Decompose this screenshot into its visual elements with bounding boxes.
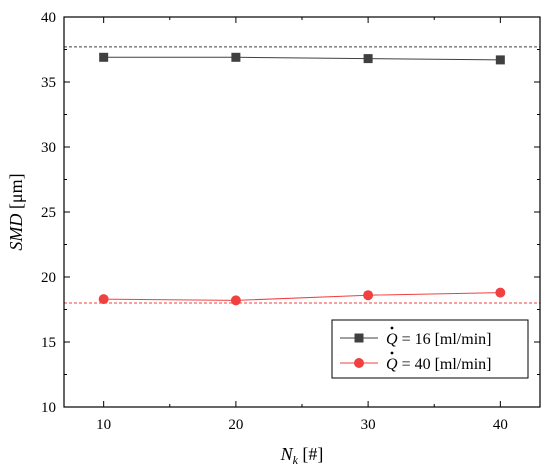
data-point (230, 295, 241, 306)
x-tick-label: 40 (493, 417, 508, 433)
data-point (495, 55, 505, 65)
legend-label: Q = 16 [ml/min] (386, 331, 491, 348)
y-tick-label: 40 (41, 10, 56, 26)
y-tick-label: 10 (41, 400, 56, 416)
legend-box (331, 319, 529, 379)
series-layer (98, 52, 506, 306)
y-tick-label: 15 (41, 335, 56, 351)
x-axis-title-subscript: k (293, 453, 299, 467)
legend-marker (354, 358, 364, 368)
y-tick-label: 20 (41, 270, 56, 286)
legend-item-2: Q = 40 [ml/min] (340, 351, 491, 373)
tick-labels: 10 20 30 40 10 15 20 25 30 35 40 (41, 10, 508, 433)
data-point (98, 294, 109, 305)
legend-overdot (390, 351, 394, 355)
data-point (495, 287, 506, 298)
x-tick-label: 10 (96, 417, 111, 433)
axis-ticks (64, 16, 540, 408)
y-axis-title-main: SMD (6, 214, 26, 251)
legend-item-1: Q = 16 [ml/min] (340, 326, 491, 348)
data-point (231, 52, 241, 62)
data-point (99, 52, 109, 62)
x-axis-title-main: N (280, 444, 294, 464)
y-axis-title: SMD [μm] (6, 173, 26, 250)
legend-marker (354, 333, 364, 343)
x-axis-title: Nk [#] (280, 444, 324, 467)
legend-label: Q = 40 [ml/min] (386, 356, 491, 373)
y-tick-label: 30 (41, 140, 56, 156)
legend-overdot (390, 326, 394, 330)
legend-label-var: Q (386, 331, 398, 348)
reference-lines (64, 46, 540, 304)
legend-label-rest: = 16 [ml/min] (398, 331, 492, 348)
data-point (363, 290, 374, 301)
x-tick-label: 30 (361, 417, 376, 433)
x-tick-label: 20 (228, 417, 243, 433)
x-axis-title-unit: [#] (298, 444, 324, 464)
legend: Q = 16 [ml/min]Q = 40 [ml/min] (331, 319, 529, 379)
y-tick-label: 25 (41, 205, 56, 221)
y-tick-label: 35 (41, 75, 56, 91)
series-1 (99, 52, 505, 65)
series-2 (98, 287, 506, 306)
legend-label-rest: = 40 [ml/min] (398, 356, 492, 373)
series-line-2 (103, 292, 501, 301)
series-line-1 (103, 56, 501, 61)
legend-label-var: Q (386, 356, 398, 373)
data-point (363, 54, 373, 64)
y-axis-title-unit: [μm] (6, 173, 26, 213)
